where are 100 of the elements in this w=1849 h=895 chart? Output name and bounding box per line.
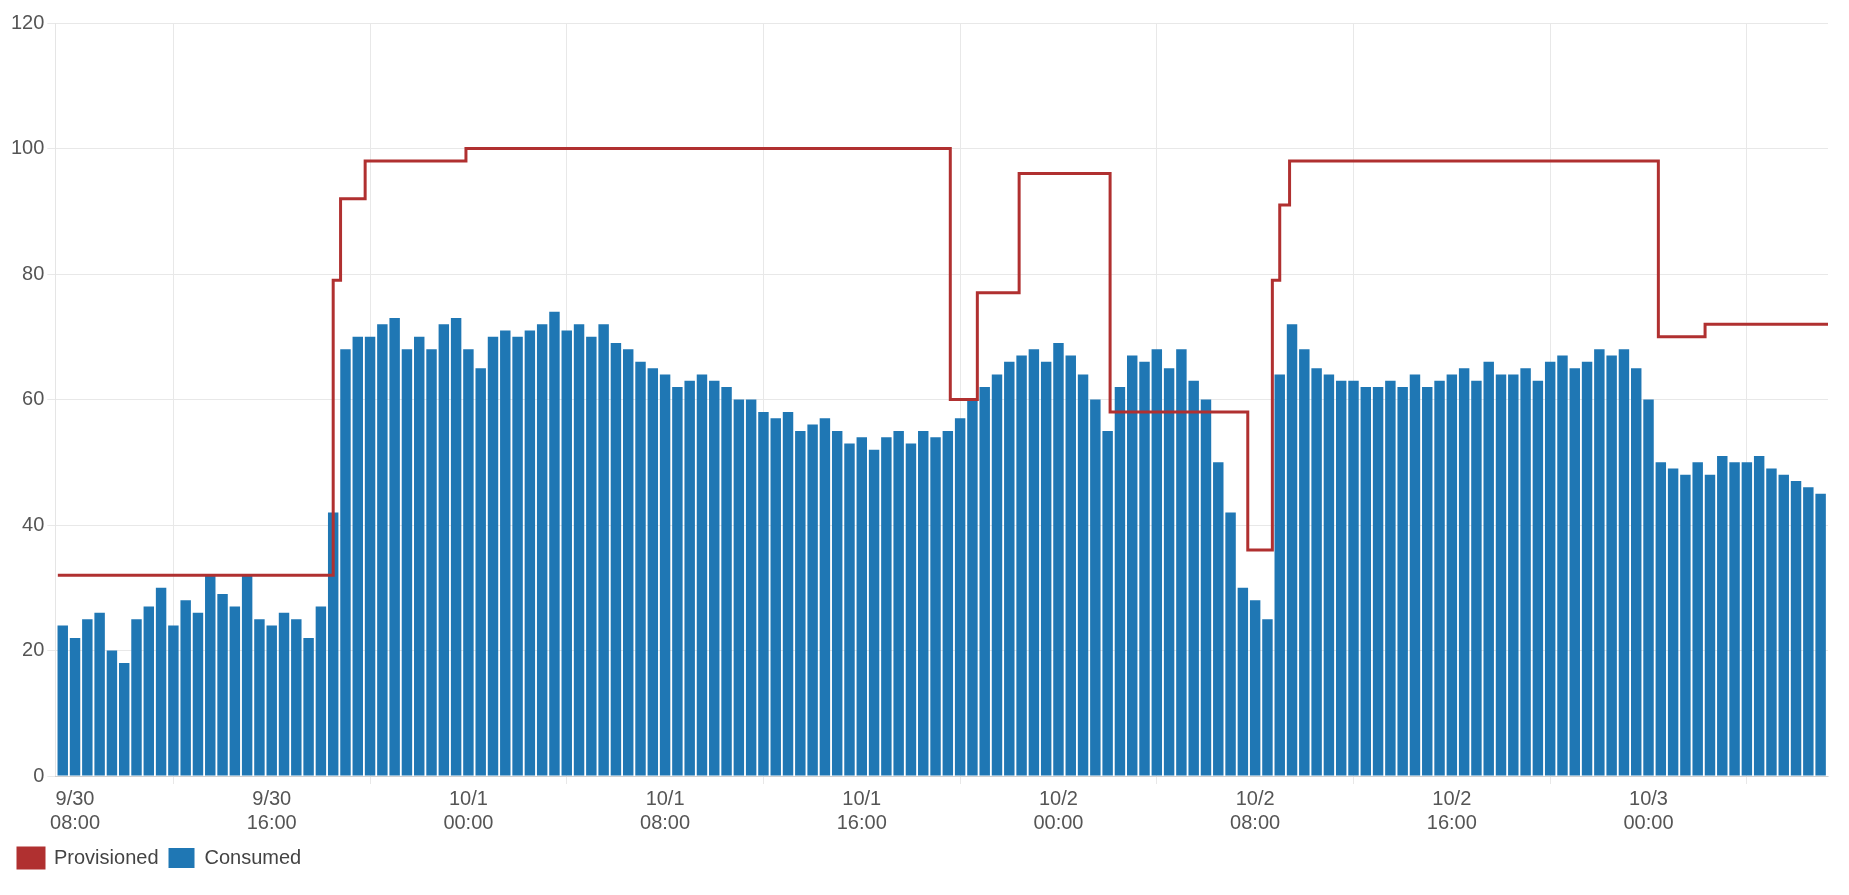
bar xyxy=(1790,481,1802,776)
legend-label: Consumed xyxy=(204,845,302,868)
bar xyxy=(217,594,228,776)
bar xyxy=(709,380,720,776)
bar xyxy=(991,374,1003,776)
bar xyxy=(918,430,929,776)
bar xyxy=(364,336,376,776)
bar xyxy=(155,587,167,776)
bar xyxy=(1163,368,1175,776)
bar xyxy=(1286,324,1298,776)
x-tick-label: 10/2 16:00 xyxy=(1426,786,1477,833)
bar xyxy=(1557,355,1568,776)
bar xyxy=(69,637,81,776)
y-tick-label: 0 xyxy=(33,763,45,786)
bar xyxy=(1753,455,1765,776)
bar xyxy=(758,412,769,776)
bar xyxy=(1053,343,1064,776)
bar xyxy=(118,663,130,776)
y-tick-label: 100 xyxy=(10,136,45,159)
bar xyxy=(561,330,572,776)
bar xyxy=(278,612,290,776)
bar xyxy=(573,324,585,776)
bar xyxy=(1323,374,1335,776)
x-tick-label: 10/1 00:00 xyxy=(443,786,494,833)
bar xyxy=(610,343,622,776)
x-tick-label: 10/2 08:00 xyxy=(1230,786,1281,833)
x-tick-label: 10/1 16:00 xyxy=(836,786,887,833)
bar xyxy=(1495,374,1507,776)
bar xyxy=(57,625,68,776)
bar xyxy=(782,412,794,776)
bar xyxy=(733,399,745,776)
bar xyxy=(1237,587,1249,776)
bar xyxy=(770,418,781,776)
bar xyxy=(868,449,880,776)
bar xyxy=(1704,474,1716,776)
bar xyxy=(1249,600,1261,776)
bar xyxy=(1667,468,1679,776)
x-tick-label: 10/1 08:00 xyxy=(640,786,691,833)
y-tick-label: 20 xyxy=(22,638,45,661)
bar xyxy=(942,430,954,776)
bar xyxy=(438,324,450,776)
bar xyxy=(1778,474,1789,776)
bar xyxy=(1139,361,1150,776)
bar xyxy=(1348,380,1359,776)
y-tick-label: 40 xyxy=(22,512,45,535)
bar xyxy=(647,368,659,776)
bar xyxy=(1213,462,1224,776)
bar xyxy=(1655,462,1667,776)
bar xyxy=(1335,380,1347,776)
bar xyxy=(721,386,732,776)
bar xyxy=(1544,361,1556,776)
bar xyxy=(1200,399,1212,776)
legend-label: Provisioned xyxy=(54,845,159,868)
bar xyxy=(1040,361,1052,776)
bar xyxy=(106,650,118,776)
bar xyxy=(1446,374,1458,776)
bar xyxy=(745,399,757,776)
y-tick-label: 120 xyxy=(10,10,45,33)
bar xyxy=(352,336,363,776)
bar xyxy=(229,606,241,776)
y-tick-label: 60 xyxy=(22,387,45,410)
bar xyxy=(1631,368,1642,776)
bar xyxy=(1434,380,1445,776)
bar xyxy=(549,311,560,776)
bar xyxy=(635,361,646,776)
bar xyxy=(315,606,327,776)
bar xyxy=(487,336,499,776)
bar xyxy=(143,606,155,776)
bar xyxy=(1274,374,1285,776)
bar xyxy=(696,374,708,776)
bar xyxy=(1262,619,1273,776)
bar xyxy=(192,612,204,776)
bar xyxy=(1458,368,1470,776)
bar xyxy=(1569,368,1580,776)
bar xyxy=(340,349,351,776)
bar xyxy=(1065,355,1076,776)
bar xyxy=(1766,468,1777,776)
bar xyxy=(1077,374,1089,776)
bar xyxy=(1028,349,1040,776)
bar xyxy=(1151,349,1163,776)
bar xyxy=(1409,374,1421,776)
bar xyxy=(1532,380,1544,776)
bar xyxy=(414,336,425,776)
bar xyxy=(241,575,253,776)
bar xyxy=(831,430,843,776)
x-tick-label: 9/30 16:00 xyxy=(246,786,297,833)
bar xyxy=(401,349,413,776)
bar xyxy=(954,418,966,776)
bar xyxy=(1643,399,1654,776)
bar xyxy=(131,619,142,776)
x-tick-label: 10/3 00:00 xyxy=(1623,786,1674,833)
bar xyxy=(1360,386,1372,776)
bar xyxy=(844,443,855,776)
x-tick-label: 10/2 00:00 xyxy=(1033,786,1084,833)
bar xyxy=(426,349,437,776)
bar xyxy=(524,330,536,776)
y-tick-label: 80 xyxy=(22,261,45,284)
x-tick-label: 9/30 08:00 xyxy=(50,786,101,833)
bar xyxy=(1372,386,1384,776)
bar xyxy=(856,437,868,776)
